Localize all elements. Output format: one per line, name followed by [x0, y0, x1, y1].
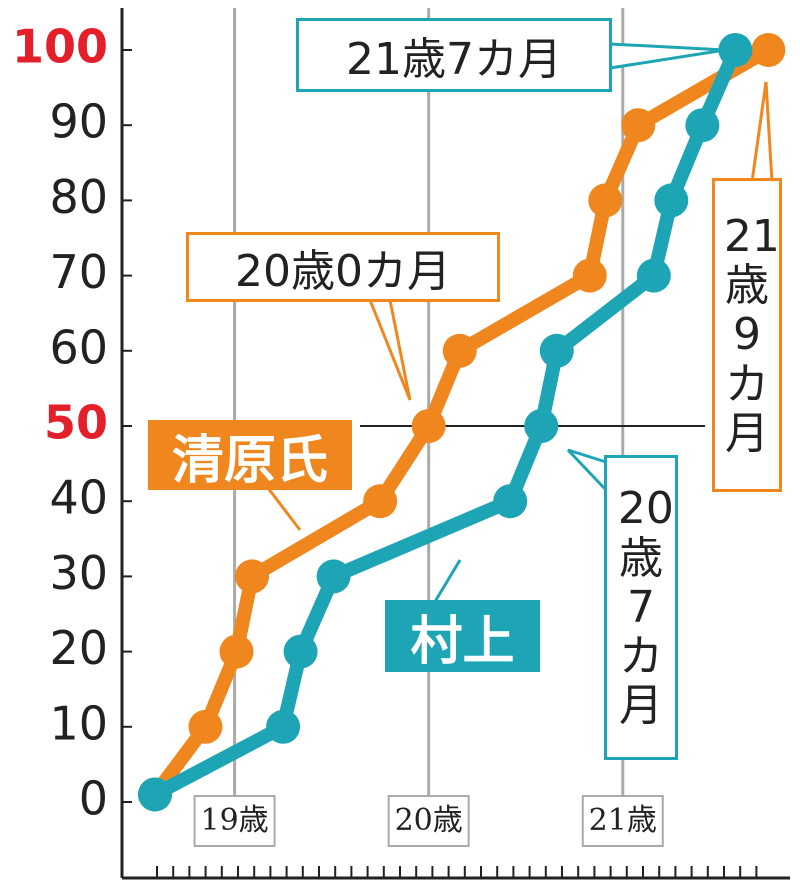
data-point [588, 183, 623, 218]
annotation: 21歳7カ月 [296, 18, 612, 92]
data-point [316, 559, 351, 594]
series-label: 清原氏 [148, 420, 352, 491]
data-point [572, 258, 607, 293]
leader-line [609, 42, 726, 70]
data-point [283, 634, 318, 669]
data-point [137, 777, 172, 812]
y-tick-label: 100 [12, 20, 108, 74]
x-tick-label: 20歳 [395, 803, 463, 838]
annotation: 21歳9カ月 [712, 178, 782, 492]
x-tick-box [581, 795, 664, 847]
annotation: 20歳0カ月 [186, 232, 500, 302]
data-point [654, 183, 689, 218]
x-tick-label: 19歳 [200, 803, 268, 838]
data-point [363, 484, 398, 519]
data-point [524, 409, 559, 443]
leader-line [566, 448, 608, 492]
data-point [219, 634, 254, 669]
y-tick-label: 30 [49, 546, 108, 600]
annotation-text: 21歳7カ月 [346, 34, 562, 85]
data-point [266, 709, 301, 744]
y-tick-label: 20 [49, 621, 108, 675]
data-point [411, 409, 446, 443]
y-tick-label: 60 [49, 320, 108, 374]
y-tick-label: 10 [49, 696, 108, 750]
y-tick-label: 90 [49, 95, 108, 149]
annotation-text: 20歳7カ月 [617, 483, 674, 732]
leader-line [266, 487, 302, 531]
annotation-text: 21歳9カ月 [723, 210, 780, 459]
x-tick-label: 21歳 [589, 803, 657, 838]
leader-line [368, 299, 412, 401]
y-tick-label: 80 [49, 170, 108, 224]
leader-line [750, 81, 774, 183]
x-tick-box [387, 795, 470, 847]
data-point [235, 559, 270, 594]
data-point [442, 333, 477, 368]
annotation-text: 20歳0カ月 [235, 246, 451, 297]
data-point [718, 33, 753, 67]
data-point [621, 108, 656, 143]
y-tick-label: 70 [49, 245, 108, 299]
x-tick-box [193, 795, 276, 847]
y-tick-label: 0 [79, 772, 108, 826]
data-point [636, 258, 671, 293]
data-point [751, 33, 786, 67]
data-point [493, 484, 528, 519]
data-point [188, 709, 223, 744]
y-tick-label: 50 [44, 396, 108, 450]
annotation: 20歳7カ月 [604, 455, 678, 760]
data-point [539, 333, 574, 368]
series-label: 村上 [385, 600, 540, 672]
y-tick-label: 40 [49, 471, 108, 525]
data-point [685, 108, 720, 143]
